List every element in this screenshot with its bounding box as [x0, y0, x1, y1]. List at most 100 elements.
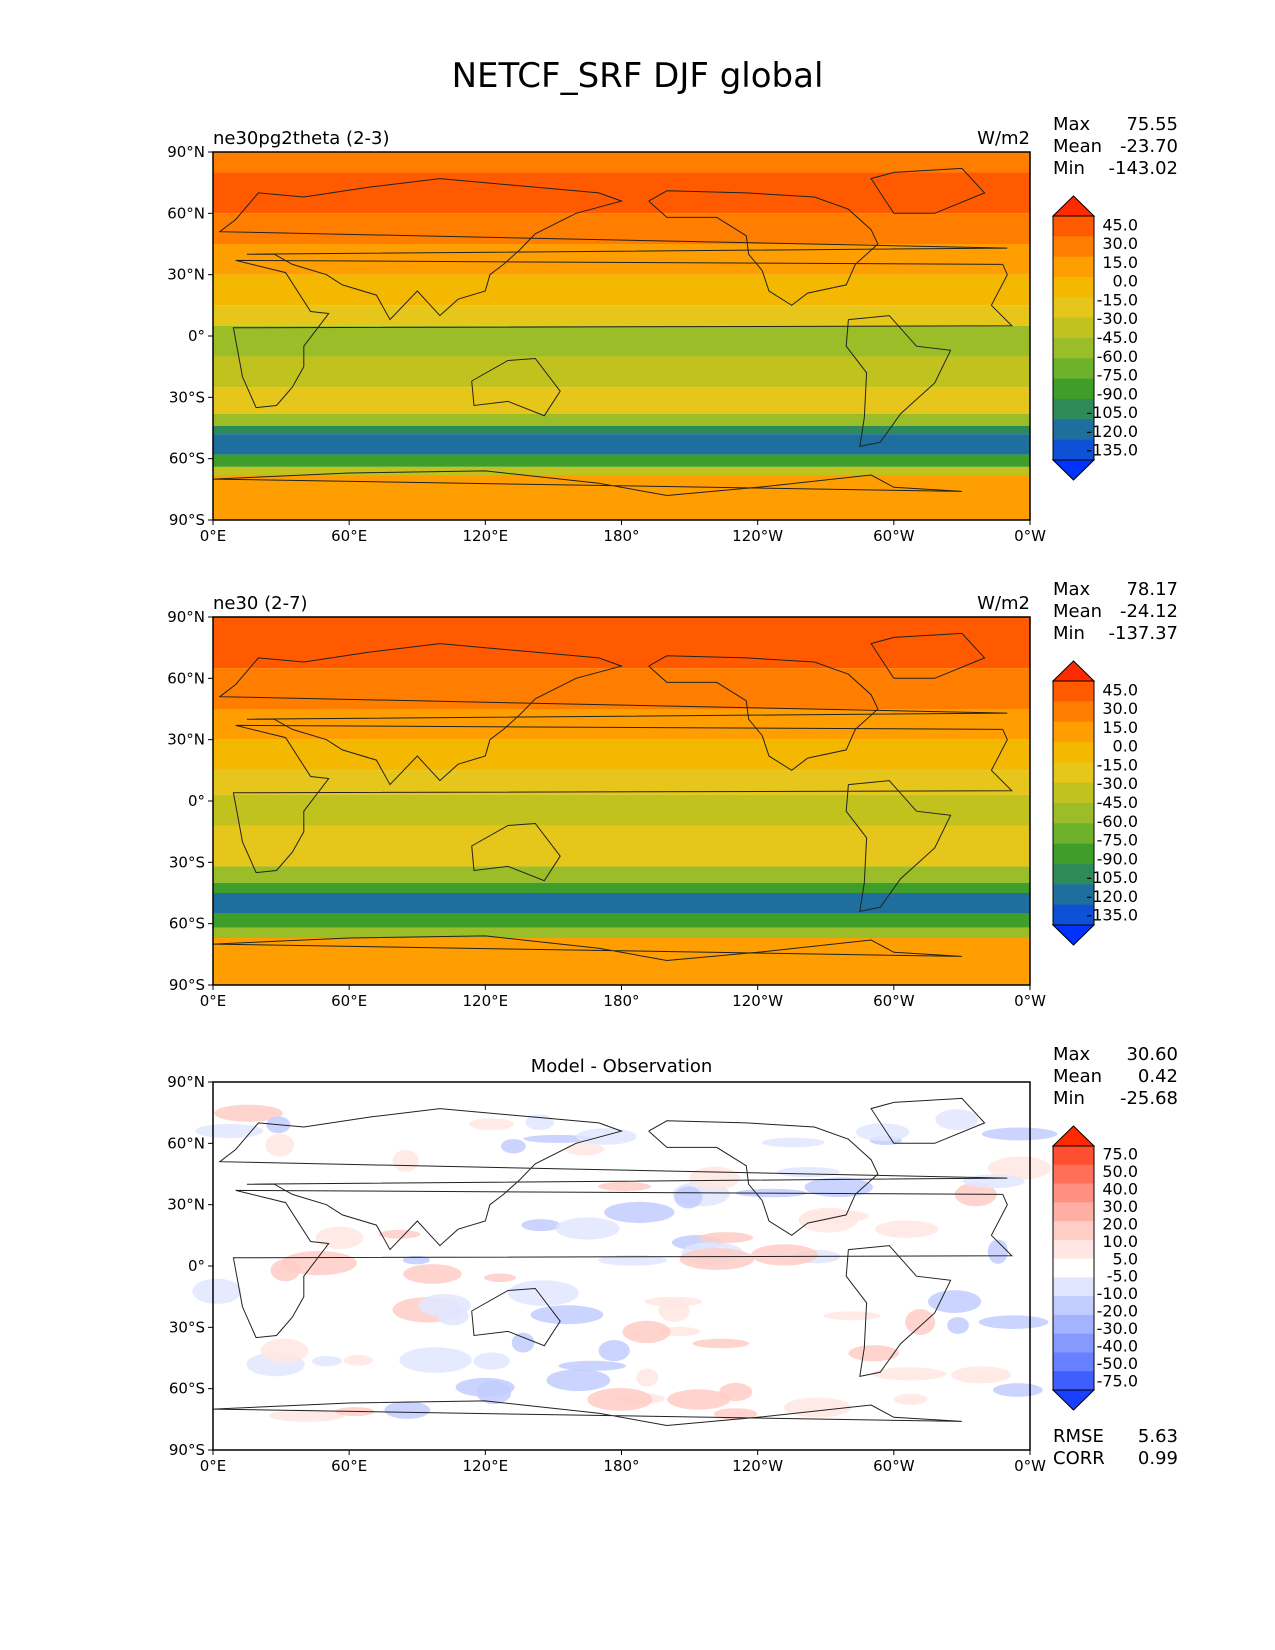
anomaly-patch: [501, 1138, 526, 1154]
contour-band: [213, 356, 1030, 388]
contour-band: [213, 387, 1030, 414]
stat-value: -25.68: [1120, 1088, 1178, 1109]
coastline: [212, 935, 962, 962]
contour-band: [213, 739, 1030, 771]
y-tick-label: 60°S: [169, 915, 205, 933]
colorbar-segment: [1053, 782, 1094, 804]
contour-band: [213, 425, 1030, 435]
y-tick-label: 60°S: [169, 450, 205, 468]
y-tick-label: 60°S: [169, 1380, 205, 1398]
anomaly-patch: [507, 1280, 579, 1306]
panel-difference: 0°E 60°E 120°E 180° 120°W 60°W 0°W 90°N 60°N 30°N…: [167, 1044, 1178, 1475]
anomaly-patch: [951, 1366, 1012, 1384]
stat-value: -24.12: [1120, 601, 1178, 622]
anomaly-patch: [947, 1317, 969, 1334]
coastline: [870, 1097, 986, 1144]
x-tick-label: 0°E: [200, 527, 227, 545]
coastline: [845, 315, 952, 448]
anomaly-patch: [893, 1393, 928, 1405]
anomaly-patch: [555, 1217, 620, 1240]
y-tick-label: 0°: [188, 792, 205, 810]
y-tick-label: 90°S: [169, 1441, 205, 1459]
contour-band: [213, 882, 1030, 893]
colorbar-segment: [1053, 762, 1094, 784]
colorbar-label: -105.0: [1086, 403, 1138, 422]
colorbar-label: -105.0: [1086, 868, 1138, 887]
y-tick-label: 30°N: [167, 731, 205, 749]
coastline: [218, 643, 1008, 786]
contour-band: [213, 213, 1030, 244]
colorbar-label: 45.0: [1102, 215, 1138, 234]
anomaly-patch: [530, 1305, 604, 1325]
anomaly-patch: [978, 1315, 1049, 1329]
colorbar-label: -10.0: [1097, 1284, 1138, 1303]
colorbar-segment: [1053, 399, 1094, 420]
x-tick-label: 0°E: [200, 1457, 227, 1475]
x-tick-label: 60°E: [331, 1457, 367, 1475]
stat-name: Min: [1053, 1088, 1085, 1109]
y-tick-label: 60°N: [167, 669, 205, 687]
colorbar-extend-top: [1051, 660, 1096, 682]
colorbar-segment: [1053, 338, 1094, 359]
stat-name: Max: [1053, 579, 1091, 600]
colorbar-label: 15.0: [1102, 253, 1138, 272]
colorbar-segment: [1053, 1296, 1094, 1316]
colorbar-segment: [1053, 1258, 1094, 1278]
anomaly-patch: [214, 1104, 283, 1122]
coastline: [845, 780, 952, 913]
anomaly-patch: [622, 1320, 671, 1344]
contour-band: [213, 305, 1030, 326]
y-tick-label: 30°S: [169, 853, 205, 871]
colorbar-segment: [1053, 1352, 1094, 1372]
contour-band: [213, 152, 1030, 173]
stat-name: Max: [1053, 114, 1091, 135]
colorbar-segment: [1053, 1371, 1094, 1391]
colorbar-segment: [1053, 721, 1094, 743]
x-tick-label: 120°E: [463, 1457, 509, 1475]
colorbar-label: -135.0: [1086, 441, 1138, 460]
x-tick-label: 120°W: [732, 527, 783, 545]
colorbar-segment: [1053, 884, 1094, 906]
anomaly-patch: [761, 1137, 825, 1148]
colorbar-segment: [1053, 439, 1094, 461]
colorbar-extend-top: [1051, 195, 1096, 217]
anomaly-patch: [195, 1123, 264, 1139]
colorbar-label: -40.0: [1097, 1336, 1138, 1355]
colorbar-extend-bottom: [1051, 459, 1096, 481]
x-tick-label: 60°W: [873, 527, 915, 545]
colorbar-frame: [1052, 215, 1095, 461]
anomaly-patch: [993, 1383, 1043, 1397]
anomaly-patch: [987, 1156, 1052, 1180]
panel-test: 0°E 60°E 120°E 180° 120°W 60°W 0°W 90°N 60°N 30°N…: [167, 114, 1178, 545]
contour-band: [213, 274, 1030, 306]
colorbar-label: 30.0: [1102, 234, 1138, 253]
coastline: [232, 1189, 1013, 1339]
anomaly-patch: [343, 1354, 374, 1366]
colorbar-extend-top: [1051, 1125, 1096, 1147]
colorbar-segment: [1053, 236, 1094, 258]
anomaly-patch: [871, 1367, 947, 1381]
stat-value: 5.63: [1138, 1426, 1178, 1447]
colorbar-label: 50.0: [1102, 1162, 1138, 1181]
anomaly-patch: [987, 1239, 1008, 1264]
colorbar-label: -20.0: [1097, 1302, 1138, 1321]
colorbar-label: -30.0: [1097, 309, 1138, 328]
anomaly-patch: [751, 1244, 818, 1266]
contour-band: [213, 454, 1030, 467]
contour-band: [213, 913, 1030, 928]
anomaly-patch: [265, 1133, 295, 1157]
anomaly-patch: [558, 1360, 626, 1371]
stat-value: -143.02: [1109, 158, 1178, 179]
contour-band: [213, 617, 1030, 669]
coastline: [870, 167, 986, 214]
colorbar-segment: [1053, 216, 1094, 237]
coastline: [232, 259, 1013, 409]
coastline: [471, 1287, 561, 1347]
x-tick-label: 60°W: [873, 992, 915, 1010]
colorbar-label: 45.0: [1102, 680, 1138, 699]
colorbar-label: 30.0: [1102, 1197, 1138, 1216]
stat-value: 30.60: [1126, 1044, 1178, 1065]
y-tick-label: 90°N: [167, 608, 205, 626]
anomaly-patch: [546, 1369, 611, 1392]
stat-name: Mean: [1053, 136, 1102, 157]
